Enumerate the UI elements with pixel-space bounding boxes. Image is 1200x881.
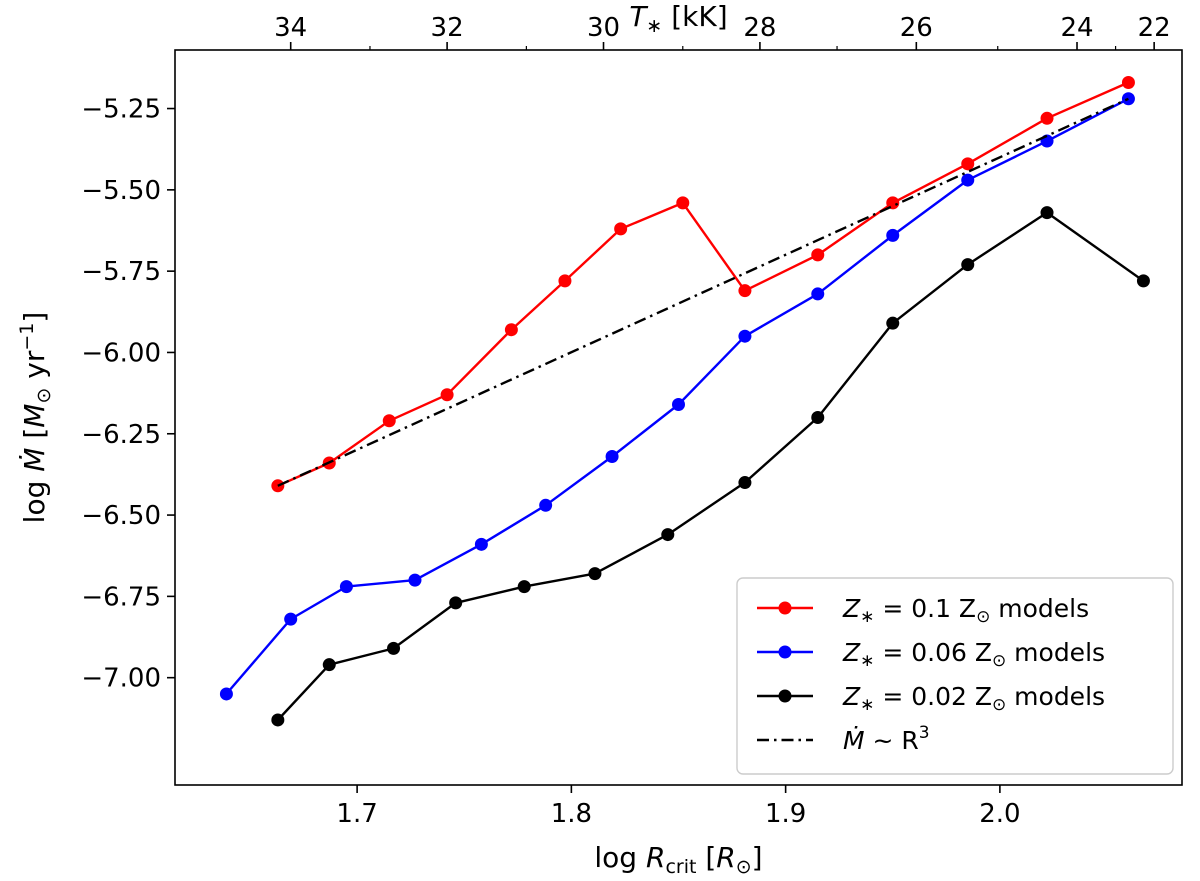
- data-point: [449, 596, 463, 610]
- top-tick-label: 22: [1138, 13, 1171, 43]
- axis-titles: log Rcrit [R⊙] T∗ [kK] log Ṁ [M⊙ yr−1]: [16, 0, 763, 878]
- legend-marker: [778, 645, 792, 659]
- y-tick-label: −6.00: [81, 338, 161, 368]
- data-point: [605, 450, 619, 464]
- legend-label: Z∗ = 0.02 Z⊙ models: [842, 682, 1105, 715]
- data-point: [1040, 206, 1054, 220]
- x-tick-label: 1.8: [551, 799, 592, 829]
- data-point: [1136, 274, 1150, 288]
- data-point: [284, 612, 298, 626]
- legend-box: [736, 577, 1174, 775]
- data-point: [738, 284, 752, 298]
- data-point: [339, 580, 353, 594]
- data-point: [588, 567, 602, 581]
- top-tick-label: 34: [274, 13, 307, 43]
- data-point: [558, 274, 572, 288]
- legend-label: Z∗ = 0.1 Z⊙ models: [842, 594, 1089, 627]
- y-axis-title: log Ṁ [M⊙ yr−1]: [16, 312, 55, 524]
- legend-label: Ṁ ~ R3: [843, 723, 930, 755]
- y-tick-label: −5.50: [81, 176, 161, 206]
- data-point: [517, 580, 531, 594]
- series-line-0: [277, 81, 1129, 487]
- y-tick-label: −6.50: [81, 501, 161, 531]
- data-point: [886, 316, 900, 330]
- legend-marker: [778, 689, 792, 703]
- top-tick-label: 28: [743, 13, 776, 43]
- y-tick-label: −5.25: [81, 95, 161, 125]
- data-point: [811, 411, 825, 424]
- y-tick-label: −6.75: [81, 582, 161, 612]
- top-tick-label: 24: [1060, 13, 1093, 43]
- data-point: [961, 157, 975, 171]
- legend: Z∗ = 0.1 Z⊙ models Z∗ = 0.06 Z⊙ models Z∗ …: [736, 577, 1174, 775]
- y-tick-label: −5.75: [81, 257, 161, 287]
- data-point: [961, 258, 975, 272]
- x-tick-label: 1.7: [336, 799, 377, 829]
- data-point: [504, 323, 518, 337]
- y-tick-label: −6.25: [81, 420, 161, 450]
- data-point: [382, 414, 396, 428]
- data-point: [539, 498, 553, 512]
- data-point: [811, 248, 825, 262]
- plot-border: [174, 49, 1183, 786]
- data-point: [474, 537, 488, 551]
- legend-marker: [778, 601, 792, 615]
- top-tick-label: 26: [900, 13, 933, 43]
- data-point: [886, 196, 900, 210]
- top-tick-label: 32: [431, 13, 464, 43]
- data-point: [1121, 76, 1135, 90]
- data-point: [322, 658, 336, 672]
- series-line-1: [225, 97, 1129, 695]
- top-axis-title: T∗ [kK]: [629, 0, 727, 37]
- y-tick-label: −7.00: [81, 664, 161, 694]
- data-point: [672, 397, 685, 411]
- data-point: [1040, 111, 1054, 125]
- data-point: [219, 687, 233, 701]
- data-point: [886, 228, 900, 242]
- series-line-3: [277, 97, 1129, 487]
- top-tick-label: 30: [587, 13, 620, 43]
- data-point: [961, 173, 975, 187]
- data-point: [271, 713, 285, 727]
- data-point: [614, 222, 628, 236]
- data-point: [676, 196, 690, 210]
- plot-frame: [174, 49, 1183, 786]
- data-point: [811, 287, 825, 301]
- data-point: [661, 528, 675, 542]
- data-point: [1121, 92, 1135, 106]
- data-point: [408, 573, 422, 587]
- series-layer: [219, 76, 1150, 727]
- legend-label: Z∗ = 0.06 Z⊙ models: [842, 638, 1105, 671]
- x-tick-label: 1.9: [765, 799, 806, 829]
- x-tick-label: 2.0: [979, 799, 1020, 829]
- data-point: [738, 476, 752, 490]
- x-axis-title: log Rcrit [R⊙]: [594, 841, 762, 878]
- data-point: [387, 641, 401, 655]
- data-point: [440, 388, 454, 402]
- tick-layer: 1.7 1.8 1.9 2.0 −7.00 −6.75 −6.50 −6.25 −6.00 −5.…: [81, 13, 1170, 829]
- data-point: [738, 329, 752, 343]
